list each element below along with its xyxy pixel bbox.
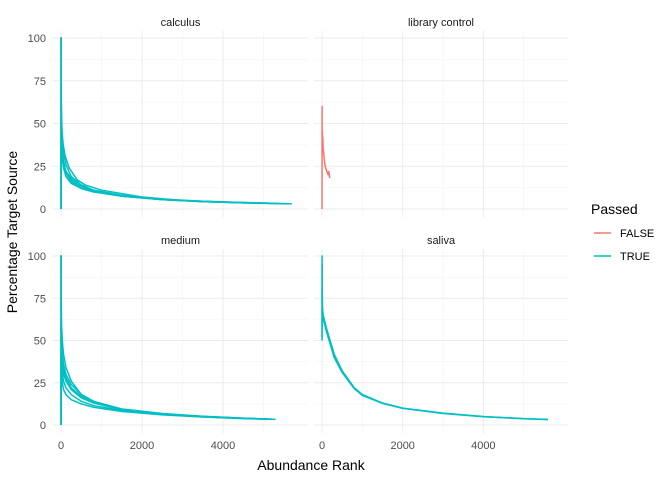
series-line-true: [60, 37, 284, 210]
y-tick-label: 50: [34, 336, 46, 348]
series-line-true: [321, 263, 548, 421]
series-line-true: [321, 255, 548, 421]
strip-label: library control: [408, 17, 474, 29]
x-tick-label: 2000: [390, 440, 414, 452]
strip-label: calculus: [161, 17, 201, 29]
panel-library-control: library control: [314, 17, 568, 217]
x-tick-label: 2000: [130, 440, 154, 452]
panels-layer: calculus 0 25 50 75 100 library control medium 0…: [28, 17, 568, 452]
y-tick-label: 100: [28, 251, 46, 263]
legend: Passed FALSE TRUE: [591, 201, 654, 263]
legend-label-false: FALSE: [620, 228, 654, 240]
panel-saliva: saliva 0 2000 4000: [314, 235, 568, 452]
legend-title: Passed: [591, 201, 638, 217]
y-tick-label: 0: [40, 204, 46, 216]
panel-medium: medium 0 25 50 75 100 0 2000 4000: [28, 235, 308, 452]
strip-label: saliva: [427, 235, 456, 247]
strip-label: medium: [161, 235, 200, 247]
y-tick-label: 25: [34, 161, 46, 173]
y-tick-label: 50: [34, 119, 46, 131]
panel-calculus: calculus 0 25 50 75 100: [28, 17, 308, 217]
x-tick-label: 0: [319, 440, 325, 452]
y-tick-label: 75: [34, 76, 46, 88]
x-axis-title: Abundance Rank: [257, 457, 365, 473]
y-tick-label: 100: [28, 33, 46, 45]
x-tick-label: 4000: [471, 440, 495, 452]
y-tick-label: 0: [40, 420, 46, 432]
series-line-true: [60, 255, 272, 426]
y-tick-label: 75: [34, 293, 46, 305]
legend-label-true: TRUE: [620, 251, 650, 263]
y-tick-label: 25: [34, 378, 46, 390]
y-axis-title: Percentage Target Source: [4, 151, 20, 314]
x-tick-label: 4000: [211, 440, 235, 452]
x-tick-label: 0: [58, 440, 64, 452]
series-line-false: [321, 105, 331, 210]
